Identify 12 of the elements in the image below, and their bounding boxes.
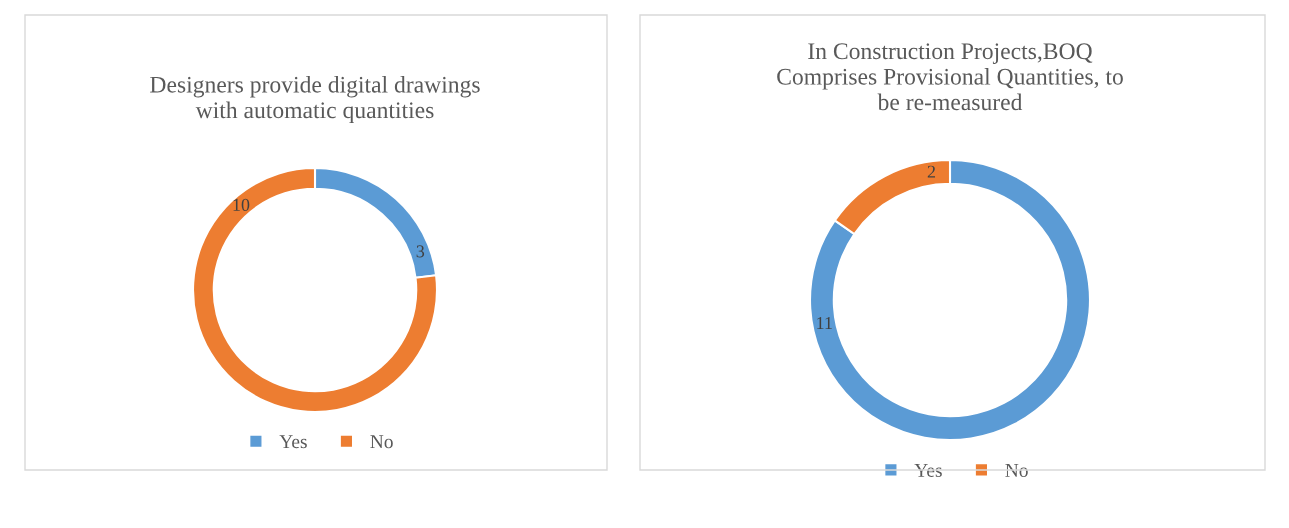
donut-slice xyxy=(808,158,1092,442)
chart-title: In Construction Projects,BOQ Comprises Provisional Quantities, to be re-measured xyxy=(777,43,1123,111)
donut-slice xyxy=(191,166,439,414)
legend-label: No xyxy=(370,435,393,449)
data-label: 3 xyxy=(416,245,425,258)
legend-label: Yes xyxy=(914,463,942,477)
chart-title: Designers provide digital drawings with automatic quantities xyxy=(150,76,480,123)
data-label: 2 xyxy=(927,165,936,178)
data-label: 11 xyxy=(817,317,832,329)
legend-label: No xyxy=(1005,463,1028,477)
legend-label: Yes xyxy=(279,435,307,449)
data-label: 10 xyxy=(233,198,250,211)
